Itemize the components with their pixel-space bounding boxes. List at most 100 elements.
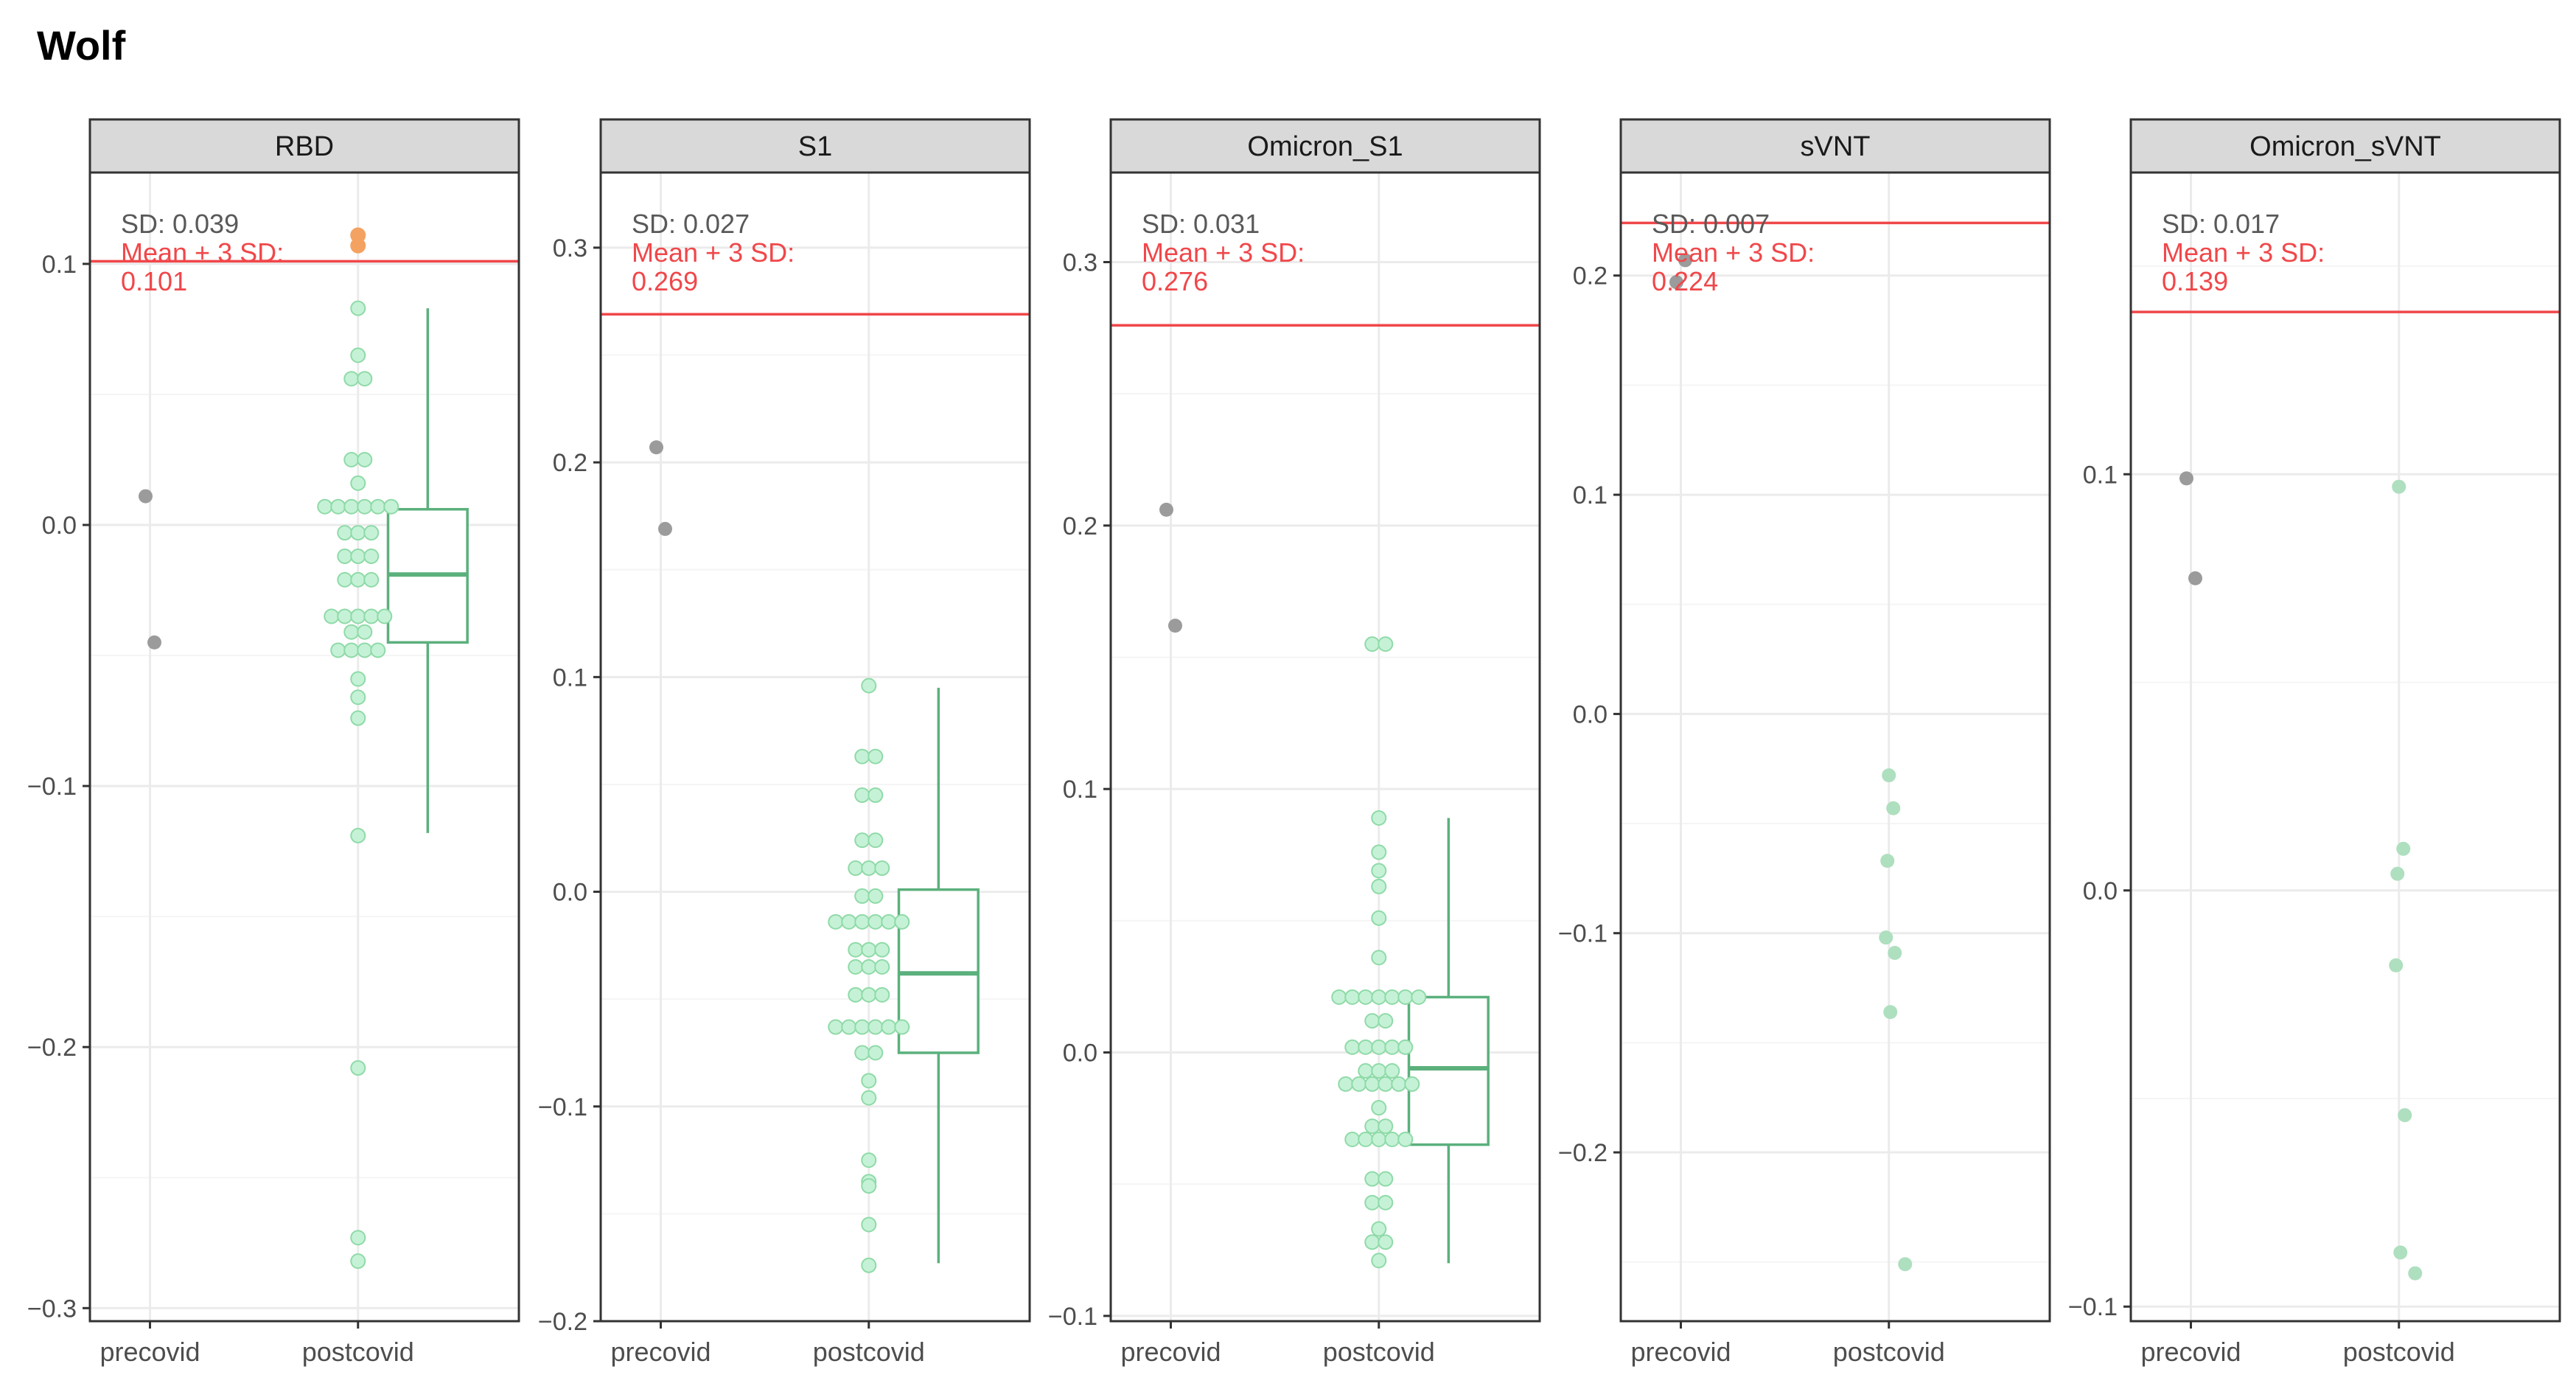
postcovid-point — [1344, 989, 1361, 1005]
postcovid-point — [1344, 1039, 1361, 1055]
postcovid-point — [894, 1019, 910, 1035]
postcovid-point — [357, 498, 373, 515]
sd-label: SD: 0.027 — [632, 209, 750, 239]
postcovid-point — [1358, 989, 1374, 1005]
postcovid-point — [828, 913, 844, 930]
precovid-point — [1678, 253, 1692, 268]
postcovid-point — [343, 624, 360, 640]
postcovid-point — [1391, 1076, 1407, 1092]
postcovid-point — [337, 571, 353, 588]
postcovid-point — [357, 642, 373, 658]
postcovid-point-above-threshold — [350, 237, 366, 254]
y-tick-label: 0.0 — [553, 879, 587, 907]
box-iqr — [1407, 995, 1490, 1146]
postcovid-point — [868, 832, 884, 849]
threshold-label: Mean + 3 SD: — [2162, 237, 2325, 268]
precovid-point — [1167, 619, 1182, 633]
postcovid-point — [1358, 1063, 1374, 1079]
y-tick-label: −0.1 — [1048, 1303, 1097, 1331]
postcovid-point — [1397, 989, 1414, 1005]
y-tick-label: −0.1 — [1558, 920, 1608, 948]
postcovid-point — [350, 347, 366, 363]
x-tick-label: postcovid — [1833, 1337, 1945, 1367]
postcovid-point — [350, 549, 366, 565]
postcovid-point — [848, 941, 864, 958]
y-tick-label: −0.3 — [27, 1295, 77, 1323]
threshold-value-label: 0.101 — [121, 266, 187, 296]
postcovid-point — [1882, 768, 1896, 783]
y-tick-label: 0.0 — [42, 512, 77, 540]
y-tick-label: 0.2 — [1573, 262, 1608, 290]
postcovid-point — [1880, 854, 1895, 868]
precovid-point — [1669, 275, 1683, 290]
postcovid-point — [881, 913, 897, 930]
postcovid-point — [1371, 1039, 1387, 1055]
postcovid-point — [854, 913, 870, 930]
y-tick-label: 0.1 — [42, 251, 77, 279]
postcovid-point — [317, 498, 333, 515]
postcovid-point — [350, 571, 366, 588]
postcovid-point — [874, 860, 890, 877]
y-tick-label: 0.1 — [553, 664, 587, 692]
plot-background — [601, 173, 1030, 1321]
precovid-point — [1159, 502, 1173, 517]
plot-background — [90, 173, 519, 1321]
y-tick-label: 0.1 — [1573, 481, 1608, 509]
postcovid-point — [363, 549, 380, 565]
postcovid-point — [1888, 945, 1902, 960]
postcovid-point — [1397, 1039, 1414, 1055]
postcovid-point — [350, 671, 366, 687]
postcovid-point — [1364, 1194, 1381, 1211]
postcovid-point — [861, 1257, 877, 1273]
y-tick-label: −0.2 — [27, 1034, 77, 1062]
sd-label: SD: 0.031 — [1142, 209, 1260, 239]
postcovid-point — [1371, 989, 1387, 1005]
postcovid-point — [2396, 841, 2411, 856]
postcovid-point — [874, 941, 890, 958]
postcovid-point — [350, 475, 366, 491]
postcovid-point — [2389, 958, 2404, 972]
postcovid-point — [1378, 1234, 1394, 1250]
postcovid-point — [330, 498, 346, 515]
postcovid-point — [874, 986, 890, 1003]
y-tick-label: 0.3 — [553, 234, 587, 262]
plot-background — [1621, 173, 2050, 1321]
threshold-label: Mean + 3 SD: — [632, 237, 795, 268]
sd-label: SD: 0.039 — [121, 209, 239, 239]
postcovid-point — [330, 642, 346, 658]
plot-background — [1111, 173, 1540, 1321]
postcovid-point — [1331, 989, 1347, 1005]
y-tick-label: −0.1 — [2068, 1293, 2118, 1321]
y-tick-label: 0.2 — [1063, 512, 1097, 540]
postcovid-point — [1378, 1013, 1394, 1029]
postcovid-point — [861, 941, 877, 958]
postcovid-point — [357, 624, 373, 640]
postcovid-point — [2408, 1266, 2423, 1281]
postcovid-point — [1371, 1131, 1387, 1147]
threshold-value-label: 0.139 — [2162, 266, 2228, 296]
postcovid-point — [1378, 1171, 1394, 1187]
strip-label: Omicron_S1 — [1247, 131, 1403, 162]
postcovid-point — [1371, 844, 1387, 860]
postcovid-point — [343, 498, 360, 515]
y-tick-label: −0.1 — [27, 773, 77, 801]
postcovid-point — [868, 748, 884, 765]
plot-background — [2131, 173, 2560, 1321]
postcovid-point — [881, 1019, 897, 1035]
postcovid-point — [1397, 1131, 1414, 1147]
postcovid-point — [1384, 1063, 1400, 1079]
postcovid-point — [1364, 636, 1381, 652]
postcovid-point — [2398, 1108, 2412, 1123]
y-tick-label: 0.1 — [1063, 776, 1097, 804]
postcovid-point — [848, 958, 864, 975]
postcovid-point — [1378, 1076, 1394, 1092]
threshold-value-label: 0.276 — [1142, 266, 1208, 296]
y-tick-label: 0.1 — [2083, 461, 2118, 489]
threshold-value-label: 0.224 — [1652, 266, 1718, 296]
postcovid-point — [350, 300, 366, 316]
postcovid-point — [868, 1045, 884, 1061]
